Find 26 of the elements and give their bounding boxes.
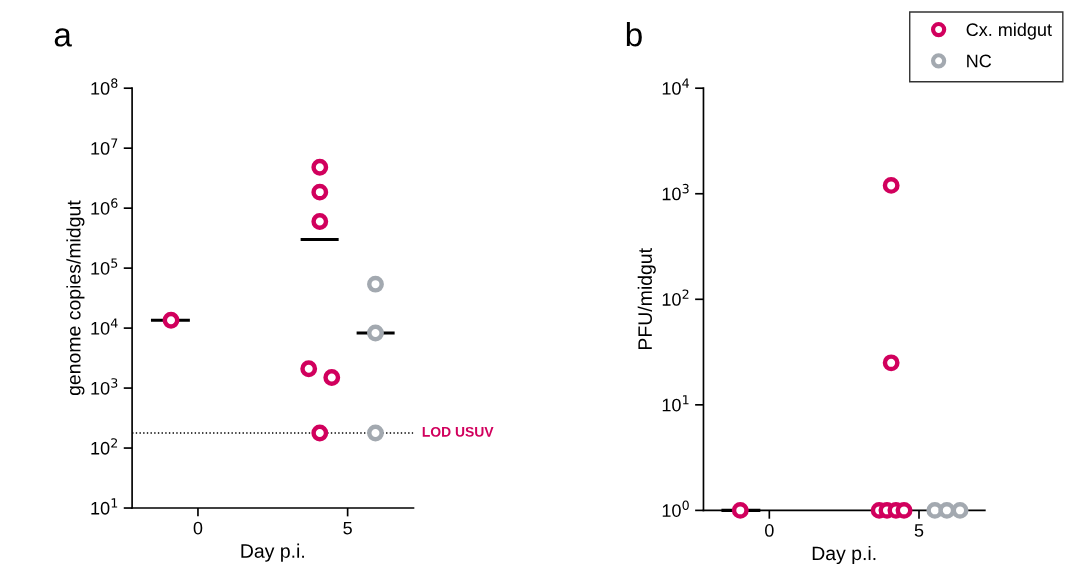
y-tick-label: 10$^{1}$ xyxy=(662,395,689,412)
x-axis-title: Day p.i. xyxy=(812,545,876,565)
y-tick-label: 10$^{7}$ xyxy=(91,138,118,155)
y-tick-label: 10$^{3}$ xyxy=(662,183,689,201)
legend-label: NC xyxy=(967,54,992,68)
y-tick-label: 10$^{5}$ xyxy=(91,258,118,275)
y-tick-label: 10$^{2}$ xyxy=(662,289,689,306)
chart-title: b xyxy=(626,21,642,47)
x-tick-label: 5 xyxy=(914,524,924,537)
y-tick-label: 10$^{6}$ xyxy=(91,198,118,215)
x-tick-label: 0 xyxy=(765,524,774,537)
y-tick-label: 10$^{1}$ xyxy=(91,498,118,515)
ref-line-label: LOD USUV xyxy=(422,426,494,437)
x-tick-label: 0 xyxy=(193,521,203,535)
y-tick-label: 10$^{2}$ xyxy=(91,438,118,455)
y-tick-label: 10$^{8}$ xyxy=(91,78,118,95)
y-tick-label: 10$^{0}$ xyxy=(662,500,689,517)
y-tick-label: 10$^{4}$ xyxy=(91,318,118,335)
y-tick-label: 10$^{3}$ xyxy=(91,378,118,395)
y-axis-title: genome copies/midgut xyxy=(66,200,85,396)
x-tick-label: 5 xyxy=(343,521,352,535)
x-axis-title: Day p.i. xyxy=(241,543,304,562)
legend-label: Cx. midgut xyxy=(966,22,1052,40)
y-axis-title: PFU/midgut xyxy=(637,248,656,350)
y-tick-label: 10$^{4}$ xyxy=(662,78,689,95)
chart-title: a xyxy=(54,28,72,47)
